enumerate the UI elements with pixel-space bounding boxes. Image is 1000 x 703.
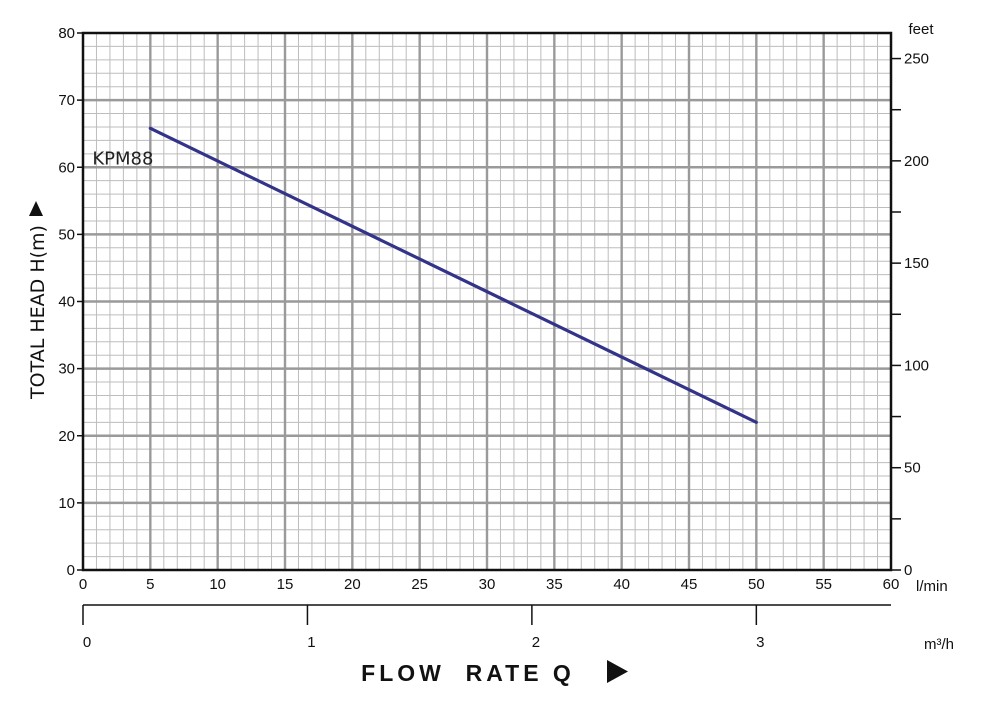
y-tick-label: 70 bbox=[58, 92, 75, 109]
secondary-x-axis: 0 1 2 3 bbox=[82, 604, 891, 651]
secondary-x-tick-label: 1 bbox=[307, 634, 315, 651]
secondary-y-tick-label: 0 bbox=[904, 562, 912, 579]
x-axis-title: FLOW RATE Q bbox=[361, 660, 575, 686]
x-tick-label: 10 bbox=[209, 576, 226, 593]
x-tick-label: 0 bbox=[79, 576, 87, 593]
x-tick-label: 20 bbox=[344, 576, 361, 593]
x-tick-label: 50 bbox=[748, 576, 765, 593]
y-axis-title: TOTAL HEAD H(m) bbox=[27, 225, 49, 400]
secondary-y-tick-label: 100 bbox=[904, 357, 929, 374]
y-axis-ticks: 0 10 20 30 40 50 60 70 80 bbox=[58, 25, 83, 579]
secondary-y-tick-label: 150 bbox=[904, 255, 929, 272]
series-line bbox=[148, 126, 758, 424]
x-tick-label: 60 bbox=[883, 576, 900, 593]
x-tick-label: 30 bbox=[479, 576, 496, 593]
x-tick-label: 40 bbox=[613, 576, 630, 593]
y-axis-title-group: TOTAL HEAD H(m) bbox=[27, 201, 49, 400]
secondary-y-tick-label: 50 bbox=[904, 460, 921, 477]
y-axis-arrow-icon bbox=[29, 201, 43, 216]
x-unit-label: l/min bbox=[916, 578, 948, 595]
secondary-x-unit-label: m³/h bbox=[924, 636, 954, 653]
secondary-y-tick-label: 200 bbox=[904, 153, 929, 170]
x-tick-label: 15 bbox=[277, 576, 294, 593]
secondary-y-axis-ticks: 0 50 100 150 200 250 bbox=[891, 51, 929, 579]
secondary-y-tick-label: 250 bbox=[904, 51, 929, 68]
y-tick-label: 50 bbox=[58, 226, 75, 243]
x-axis-title-group: FLOW RATE Q bbox=[361, 660, 628, 686]
x-tick-label: 35 bbox=[546, 576, 563, 593]
series-layer: KPM88 bbox=[92, 126, 758, 424]
y-tick-label: 20 bbox=[58, 428, 75, 445]
y-tick-label: 80 bbox=[58, 25, 75, 42]
x-tick-label: 55 bbox=[815, 576, 832, 593]
x-tick-label: 25 bbox=[411, 576, 428, 593]
secondary-x-tick-label: 3 bbox=[756, 634, 764, 651]
x-axis-ticks: 0 5 10 15 20 25 30 35 40 45 50 55 60 bbox=[79, 576, 900, 593]
y-tick-label: 40 bbox=[58, 294, 75, 311]
secondary-x-tick-label: 0 bbox=[83, 634, 91, 651]
x-tick-label: 45 bbox=[681, 576, 698, 593]
y-tick-label: 0 bbox=[67, 562, 75, 579]
y-tick-label: 60 bbox=[58, 159, 75, 176]
x-axis-arrow-icon bbox=[607, 660, 628, 683]
y-tick-label: 30 bbox=[58, 361, 75, 378]
secondary-x-tick-label: 2 bbox=[532, 634, 540, 651]
series-label: KPM88 bbox=[92, 148, 153, 169]
x-tick-label: 5 bbox=[146, 576, 154, 593]
secondary-y-unit-label: feet bbox=[908, 21, 934, 38]
major-grid bbox=[83, 33, 891, 570]
y-tick-label: 10 bbox=[58, 495, 75, 512]
